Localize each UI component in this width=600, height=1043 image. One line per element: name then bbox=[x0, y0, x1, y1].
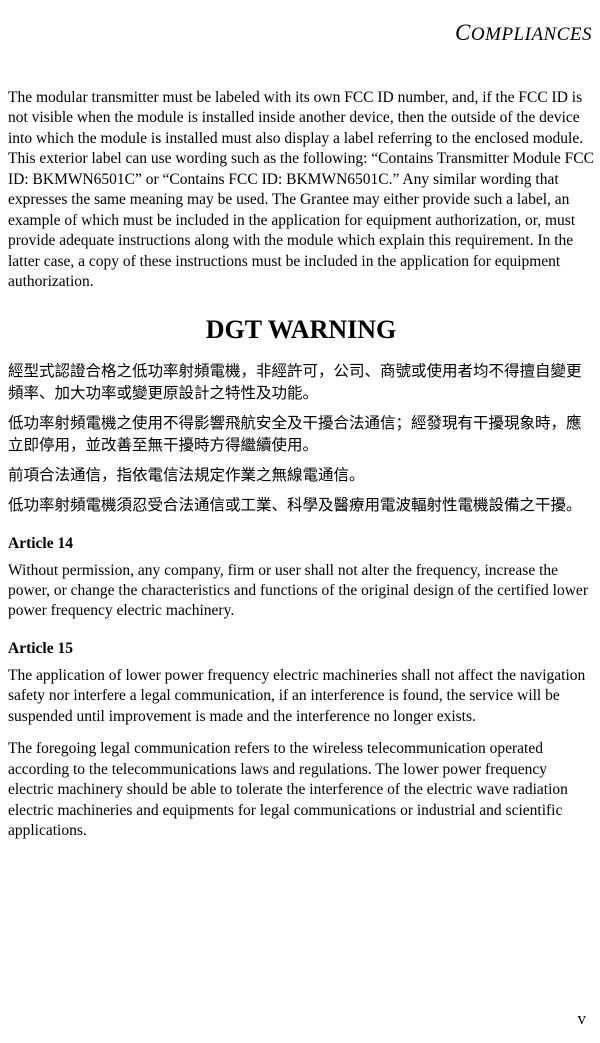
article-15-body-1: The application of lower power frequency… bbox=[8, 666, 594, 727]
running-head-initial: C bbox=[455, 20, 471, 45]
page-number: v bbox=[578, 1009, 587, 1029]
cjk-paragraph-2: 低功率射頻電機之使用不得影響飛航安全及干擾合法通信；經發現有干擾現象時，應立即停… bbox=[8, 413, 594, 457]
cjk-paragraph-4: 低功率射頻電機須忍受合法通信或工業、科學及醫療用電波輻射性電機設備之干擾。 bbox=[8, 495, 594, 517]
running-head: COMPLIANCES bbox=[8, 20, 594, 46]
article-14-body: Without permission, any company, firm or… bbox=[8, 561, 594, 622]
dgt-warning-heading: DGT WARNING bbox=[8, 315, 594, 345]
running-head-rest: OMPLIANCES bbox=[471, 24, 592, 45]
intro-paragraph: The modular transmitter must be labeled … bbox=[8, 88, 594, 293]
article-15-body-2: The foregoing legal communication refers… bbox=[8, 739, 594, 841]
cjk-paragraph-3: 前項合法通信，指依電信法規定作業之無線電通信。 bbox=[8, 465, 594, 487]
document-page: COMPLIANCES The modular transmitter must… bbox=[0, 0, 600, 874]
article-15-heading: Article 15 bbox=[8, 640, 594, 658]
article-14-heading: Article 14 bbox=[8, 535, 594, 553]
cjk-paragraph-1: 經型式認證合格之低功率射頻電機，非經許可，公司、商號或使用者均不得擅自變更頻率、… bbox=[8, 361, 594, 405]
